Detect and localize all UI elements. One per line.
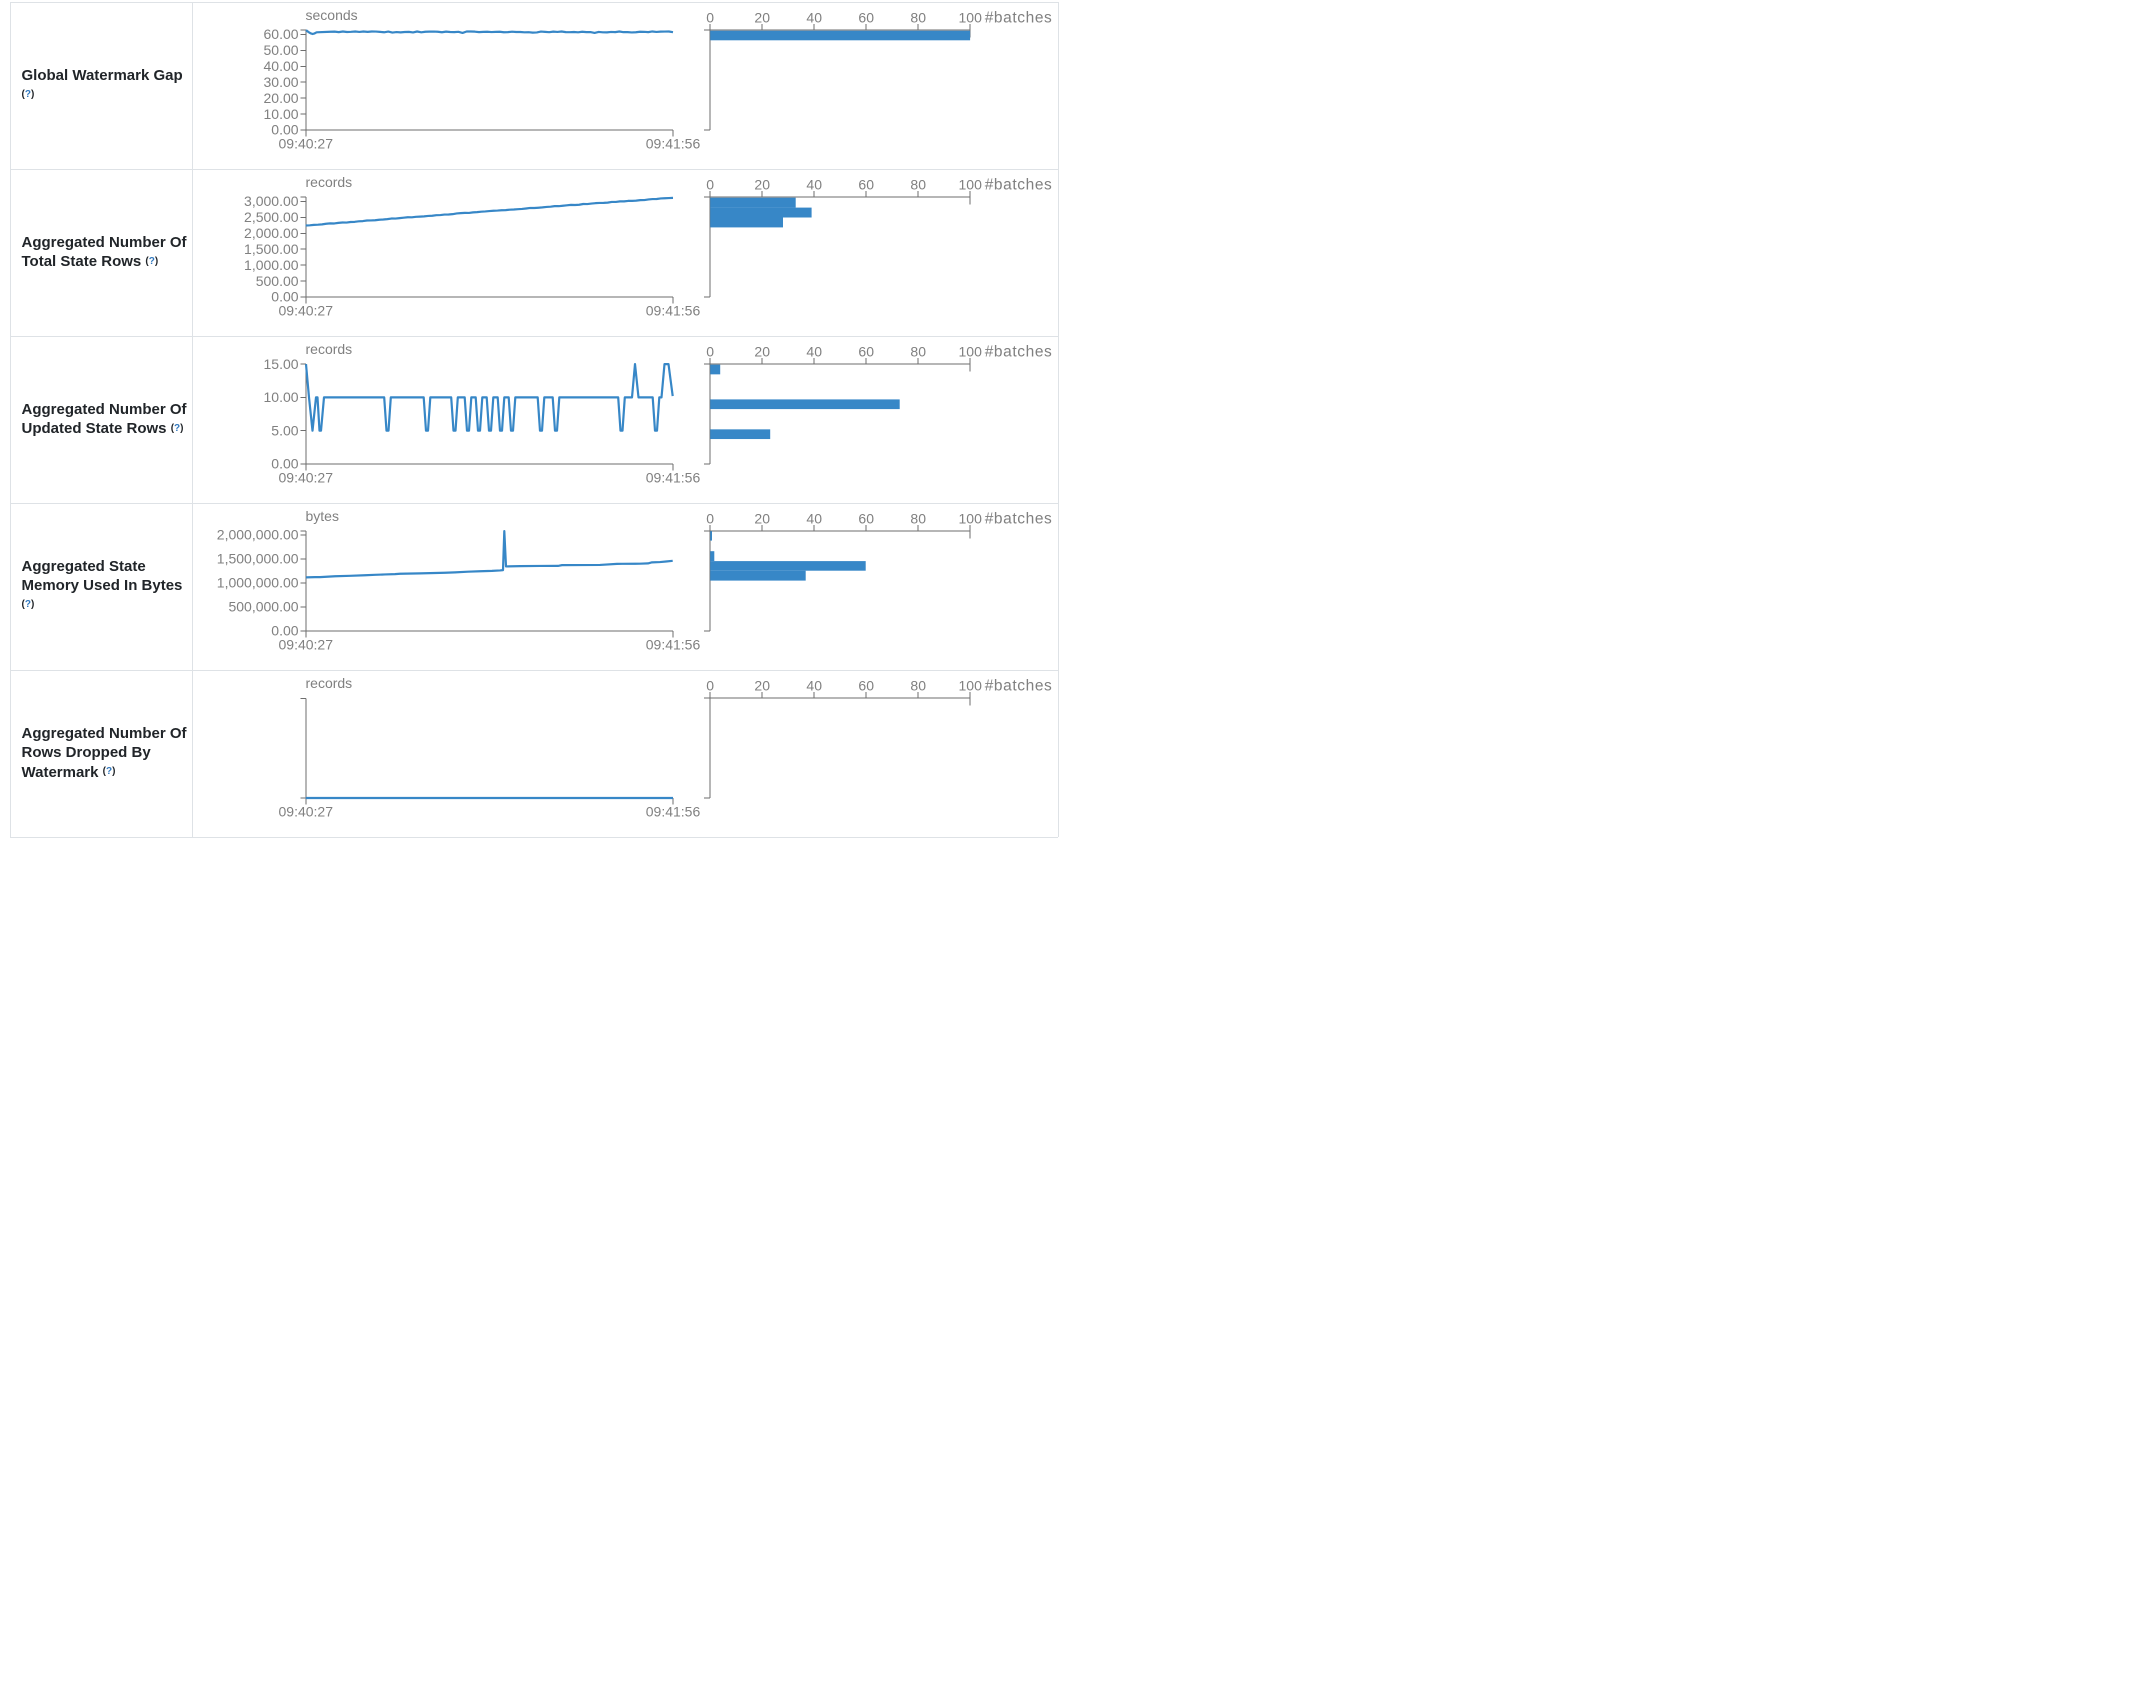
- svg-text:50.00: 50.00: [264, 42, 299, 58]
- svg-text:20: 20: [754, 176, 770, 192]
- svg-text:40.00: 40.00: [264, 58, 299, 74]
- svg-text:10.00: 10.00: [264, 389, 299, 405]
- svg-text:20: 20: [754, 9, 770, 25]
- svg-text:0: 0: [706, 343, 714, 359]
- svg-text:500.00: 500.00: [256, 273, 299, 289]
- svg-text:09:41:56: 09:41:56: [646, 469, 701, 485]
- svg-text:0: 0: [706, 677, 714, 693]
- svg-text:40: 40: [806, 510, 822, 526]
- svg-text:1,500.00: 1,500.00: [244, 241, 299, 257]
- svg-text:1,500,000.00: 1,500,000.00: [217, 551, 299, 567]
- svg-text:records: records: [306, 174, 353, 190]
- svg-text:100: 100: [959, 9, 983, 25]
- svg-text:09:41:56: 09:41:56: [646, 636, 701, 652]
- svg-text:30.00: 30.00: [264, 74, 299, 90]
- svg-text:500,000.00: 500,000.00: [228, 599, 298, 615]
- svg-text:60: 60: [858, 343, 874, 359]
- svg-text:10.00: 10.00: [264, 106, 299, 122]
- svg-text:09:41:56: 09:41:56: [646, 302, 701, 318]
- svg-text:09:40:27: 09:40:27: [279, 135, 334, 151]
- svg-text:09:41:56: 09:41:56: [646, 803, 701, 819]
- svg-text:0.00: 0.00: [271, 122, 298, 138]
- svg-text:40: 40: [806, 9, 822, 25]
- svg-text:40: 40: [806, 176, 822, 192]
- svg-text:40: 40: [806, 677, 822, 693]
- svg-text:100: 100: [959, 677, 983, 693]
- svg-text:20.00: 20.00: [264, 90, 299, 106]
- svg-text:09:40:27: 09:40:27: [279, 803, 334, 819]
- svg-text:60: 60: [858, 176, 874, 192]
- svg-text:2,000.00: 2,000.00: [244, 225, 299, 241]
- svg-text:80: 80: [910, 343, 926, 359]
- svg-text:5.00: 5.00: [271, 422, 298, 438]
- svg-text:bytes: bytes: [306, 508, 339, 524]
- svg-text:records: records: [306, 341, 353, 357]
- svg-text:09:40:27: 09:40:27: [279, 469, 334, 485]
- svg-text:80: 80: [910, 9, 926, 25]
- svg-text:#batches: #batches: [985, 510, 1053, 527]
- svg-text:0.00: 0.00: [271, 623, 298, 639]
- svg-text:seconds: seconds: [306, 7, 358, 23]
- svg-text:20: 20: [754, 677, 770, 693]
- svg-text:0: 0: [706, 510, 714, 526]
- svg-text:20: 20: [754, 510, 770, 526]
- svg-text:40: 40: [806, 343, 822, 359]
- svg-text:60: 60: [858, 9, 874, 25]
- svg-text:0: 0: [706, 9, 714, 25]
- svg-text:60: 60: [858, 677, 874, 693]
- svg-text:#batches: #batches: [985, 677, 1053, 694]
- svg-text:1,000,000.00: 1,000,000.00: [217, 575, 299, 591]
- svg-text:0: 0: [706, 176, 714, 192]
- svg-text:2,000,000.00: 2,000,000.00: [217, 527, 299, 543]
- svg-text:80: 80: [910, 677, 926, 693]
- svg-text:#batches: #batches: [985, 9, 1053, 26]
- svg-text:15.00: 15.00: [264, 356, 299, 372]
- svg-text:100: 100: [959, 176, 983, 192]
- svg-text:09:40:27: 09:40:27: [279, 636, 334, 652]
- svg-text:20: 20: [754, 343, 770, 359]
- svg-text:100: 100: [959, 343, 983, 359]
- svg-text:80: 80: [910, 176, 926, 192]
- svg-text:80: 80: [910, 510, 926, 526]
- svg-text:09:41:56: 09:41:56: [646, 135, 701, 151]
- svg-text:0.00: 0.00: [271, 289, 298, 305]
- svg-text:0.00: 0.00: [271, 456, 298, 472]
- svg-text:100: 100: [959, 510, 983, 526]
- svg-text:#batches: #batches: [985, 343, 1053, 360]
- svg-text:#batches: #batches: [985, 176, 1053, 193]
- svg-text:60: 60: [858, 510, 874, 526]
- svg-text:2,500.00: 2,500.00: [244, 209, 299, 225]
- svg-text:records: records: [306, 675, 353, 691]
- svg-text:09:40:27: 09:40:27: [279, 302, 334, 318]
- svg-text:1,000.00: 1,000.00: [244, 257, 299, 273]
- svg-text:3,000.00: 3,000.00: [244, 193, 299, 209]
- svg-text:60.00: 60.00: [264, 26, 299, 42]
